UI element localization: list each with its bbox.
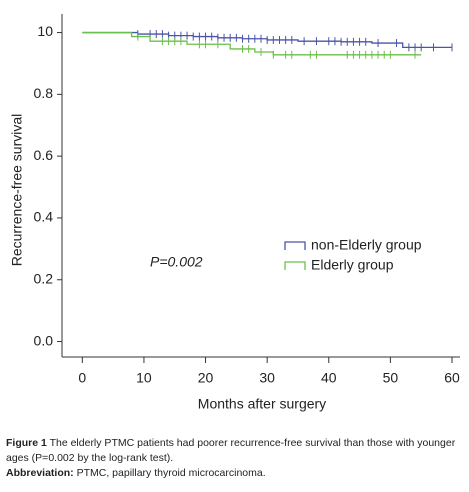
y-tick-label: 0.8 xyxy=(34,85,54,101)
annotation: P=0.002 xyxy=(150,254,203,270)
legend-label: non-Elderly group xyxy=(311,237,422,253)
abbreviation: Abbreviation: PTMC, papillary thyroid mi… xyxy=(6,466,464,481)
figure-text: The elderly PTMC patients had poorer rec… xyxy=(6,437,456,464)
chart: Recurrence-free survival Months after su… xyxy=(9,14,460,412)
x-tick-label: 0 xyxy=(78,370,86,386)
figure-caption: Figure 1 The elderly PTMC patients had p… xyxy=(6,436,464,466)
abbreviation-label: Abbreviation: xyxy=(6,467,74,479)
y-tick-label: 0.0 xyxy=(34,332,54,348)
y-axis-label: Recurrence-free survival xyxy=(9,114,25,267)
y-tick-label: 0.6 xyxy=(34,147,54,163)
x-tick-label: 10 xyxy=(136,370,152,386)
survival-line xyxy=(82,31,422,56)
caption: Figure 1 The elderly PTMC patients had p… xyxy=(6,436,464,481)
y-tick-label: 0.4 xyxy=(34,209,54,225)
y-tick-label: 0.2 xyxy=(34,270,54,286)
x-tick-label: 60 xyxy=(444,370,460,386)
y-tick-label: 10 xyxy=(37,23,53,39)
legend-swatch xyxy=(284,261,306,270)
x-tick-label: 50 xyxy=(383,370,399,386)
abbreviation-text: PTMC, papillary thyroid microcarcinoma. xyxy=(76,467,266,479)
x-tick-label: 40 xyxy=(321,370,337,386)
x-axis-label: Months after surgery xyxy=(198,396,326,412)
x-tick-label: 30 xyxy=(259,370,275,386)
legend-label: Elderly group xyxy=(311,257,394,273)
x-tick-label: 20 xyxy=(198,370,214,386)
figure-label: Figure 1 xyxy=(6,437,47,449)
legend-swatch xyxy=(284,241,306,250)
